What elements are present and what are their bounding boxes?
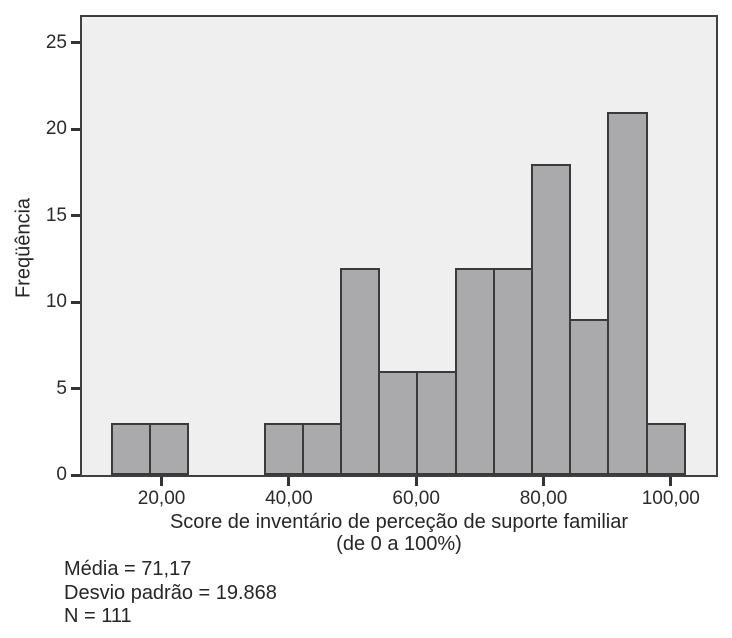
histogram-bar bbox=[492, 267, 534, 475]
histogram-bar bbox=[454, 267, 495, 475]
y-tick-mark bbox=[71, 214, 80, 218]
x-tick-label: 80,00 bbox=[519, 488, 568, 509]
stats-mean: Média = 71,17 bbox=[64, 558, 192, 580]
y-tick-mark bbox=[71, 127, 80, 131]
y-tick-label: 25 bbox=[45, 31, 67, 53]
y-tick-label: 0 bbox=[56, 464, 67, 485]
histogram-bar bbox=[569, 319, 610, 475]
y-tick-mark bbox=[71, 300, 80, 304]
x-axis-title: Score de inventário de perceção de supor… bbox=[80, 511, 718, 555]
bars-container bbox=[82, 17, 716, 475]
y-tick-mark bbox=[71, 387, 80, 391]
stats-annotation: Média = 71,17 Desvio padrão = 19.868 N =… bbox=[64, 558, 277, 629]
x-tick-label: 20,00 bbox=[137, 488, 186, 509]
x-axis-title-line2: (de 0 a 100%) bbox=[336, 533, 462, 555]
x-tick-label: 40,00 bbox=[265, 488, 313, 509]
x-tick-mark bbox=[287, 477, 291, 486]
y-tick-mark bbox=[71, 473, 80, 477]
y-tick-label: 15 bbox=[45, 204, 67, 226]
histogram-bar bbox=[378, 371, 419, 475]
x-tick-mark bbox=[541, 477, 545, 486]
histogram-bar bbox=[340, 267, 381, 475]
histogram-bar bbox=[110, 423, 152, 475]
histogram-bar bbox=[416, 371, 457, 475]
x-tick-mark bbox=[414, 477, 418, 486]
x-tick-label: 100,00 bbox=[641, 488, 700, 509]
histogram-bar bbox=[301, 423, 343, 475]
histogram-bar bbox=[531, 163, 572, 475]
histogram-bar bbox=[263, 423, 304, 475]
histogram-bar bbox=[607, 112, 648, 475]
stats-n: N = 111 bbox=[64, 605, 132, 627]
stats-std-dev: Desvio padrão = 19.868 bbox=[64, 581, 277, 604]
x-tick-mark bbox=[160, 477, 164, 486]
x-tick-label: 60,00 bbox=[392, 488, 440, 509]
x-tick-mark bbox=[669, 477, 673, 486]
y-tick-label: 10 bbox=[45, 291, 67, 313]
plot-area bbox=[80, 15, 718, 477]
histogram-bar bbox=[149, 423, 190, 475]
y-tick-label: 20 bbox=[45, 118, 67, 140]
x-axis-title-line1: Score de inventário de perceção de supor… bbox=[169, 511, 629, 533]
histogram-bar bbox=[645, 423, 686, 475]
y-tick-label: 5 bbox=[56, 377, 67, 399]
y-tick-mark bbox=[71, 41, 80, 45]
